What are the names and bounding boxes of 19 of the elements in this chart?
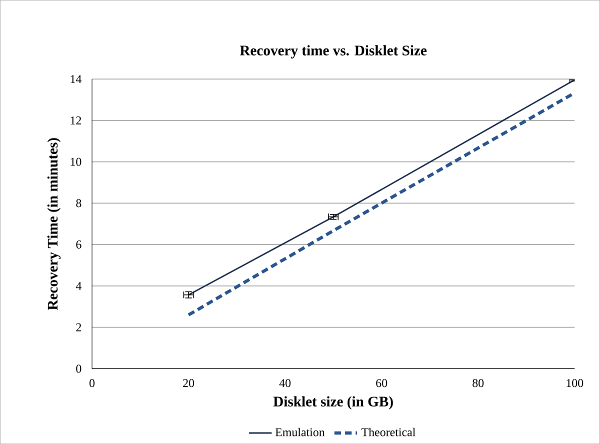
legend-label: Emulation xyxy=(275,428,325,436)
x-tick-label: 80 xyxy=(472,379,484,388)
y-axis-title: Recovery Time (in minutes) xyxy=(47,138,61,310)
chart-title: Recovery time vs. Disklet Size xyxy=(240,45,427,58)
x-tick-label: 60 xyxy=(376,379,388,388)
y-tick-label: 10 xyxy=(70,158,82,166)
x-tick-label: 100 xyxy=(566,379,584,388)
x-tick-label: 40 xyxy=(279,379,291,388)
y-tick-label: 8 xyxy=(76,199,82,208)
x-tick-label: 20 xyxy=(183,379,194,388)
y-tick-label: 12 xyxy=(70,116,82,124)
legend-label: Theoretical xyxy=(362,428,416,436)
y-tick-label: 4 xyxy=(76,282,82,290)
x-axis-title: Disklet size (in GB) xyxy=(273,396,393,410)
y-tick-label: 14 xyxy=(70,75,82,83)
x-tick-label: 0 xyxy=(90,379,95,388)
y-tick-label: 6 xyxy=(76,240,82,249)
y-tick-label: 0 xyxy=(76,364,82,373)
y-tick-label: 2 xyxy=(76,323,82,332)
